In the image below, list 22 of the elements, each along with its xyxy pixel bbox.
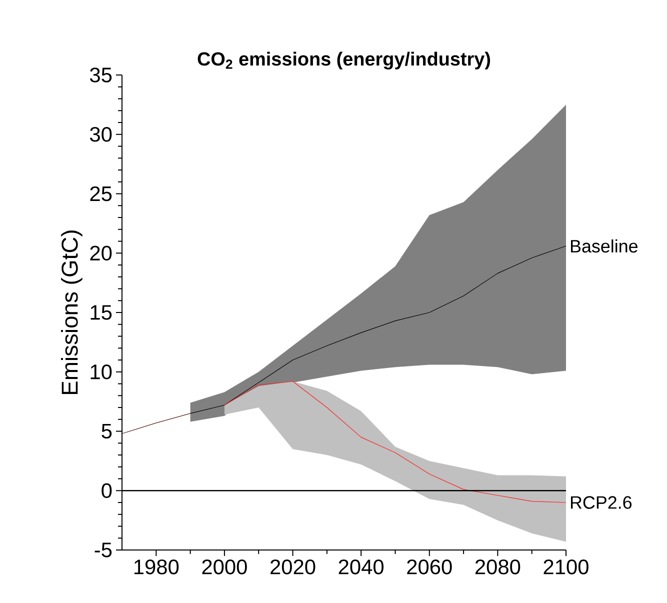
y-tick-label: -5 — [94, 542, 112, 558]
series-label: RCP2.6 — [570, 496, 632, 509]
x-tick-label: 2100 — [544, 560, 588, 574]
line-series — [224, 381, 566, 503]
x-tick-label: 2020 — [270, 560, 316, 574]
y-tick-label: 25 — [90, 186, 112, 202]
y-tick-label: 15 — [90, 305, 112, 320]
x-tick-label: 2080 — [475, 560, 520, 574]
y-tick-label: 10 — [90, 364, 112, 380]
y-tick-label: 0 — [102, 483, 112, 498]
series-label: Baseline — [570, 239, 638, 253]
y-tick-label: 30 — [90, 126, 112, 142]
x-tick-label: 2040 — [338, 560, 384, 574]
y-tick-label: 35 — [90, 68, 112, 82]
x-tick-label: 1980 — [134, 560, 179, 574]
x-tick-label: 2000 — [202, 560, 247, 574]
y-tick-label: 5 — [102, 424, 112, 439]
chart-title: CO$_{2}$ emissions (energy/industry) — [198, 52, 490, 70]
y-tick-label: 20 — [90, 246, 112, 261]
x-tick-label: 2060 — [407, 560, 452, 574]
line-series — [190, 246, 566, 414]
y-axis-title: Emissions (GtC) — [61, 230, 82, 394]
